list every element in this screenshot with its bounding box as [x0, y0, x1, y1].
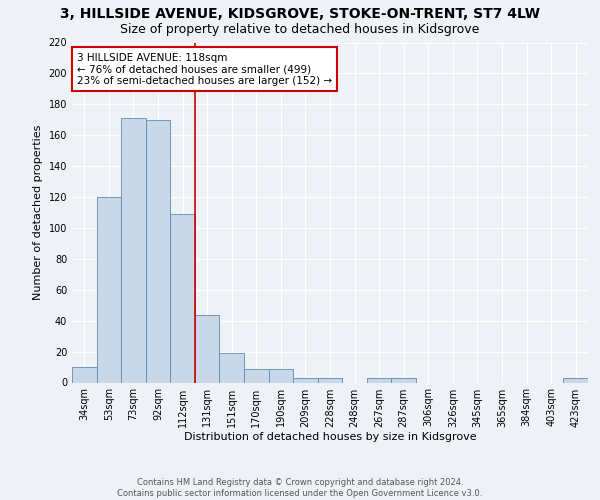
- Bar: [318, 378, 342, 382]
- Y-axis label: Number of detached properties: Number of detached properties: [33, 125, 43, 300]
- Text: 3, HILLSIDE AVENUE, KIDSGROVE, STOKE-ON-TRENT, ST7 4LW: 3, HILLSIDE AVENUE, KIDSGROVE, STOKE-ON-…: [60, 8, 540, 22]
- X-axis label: Distribution of detached houses by size in Kidsgrove: Distribution of detached houses by size …: [184, 432, 476, 442]
- Text: 3 HILLSIDE AVENUE: 118sqm
← 76% of detached houses are smaller (499)
23% of semi: 3 HILLSIDE AVENUE: 118sqm ← 76% of detac…: [77, 52, 332, 86]
- Bar: [121, 118, 146, 382]
- Bar: [563, 378, 588, 382]
- Text: Size of property relative to detached houses in Kidsgrove: Size of property relative to detached ho…: [121, 22, 479, 36]
- Bar: [72, 367, 97, 382]
- Bar: [293, 378, 318, 382]
- Bar: [391, 378, 416, 382]
- Bar: [170, 214, 195, 382]
- Bar: [97, 197, 121, 382]
- Bar: [244, 368, 269, 382]
- Bar: [195, 314, 220, 382]
- Bar: [367, 378, 391, 382]
- Bar: [220, 353, 244, 382]
- Bar: [269, 368, 293, 382]
- Bar: [146, 120, 170, 382]
- Text: Contains HM Land Registry data © Crown copyright and database right 2024.
Contai: Contains HM Land Registry data © Crown c…: [118, 478, 482, 498]
